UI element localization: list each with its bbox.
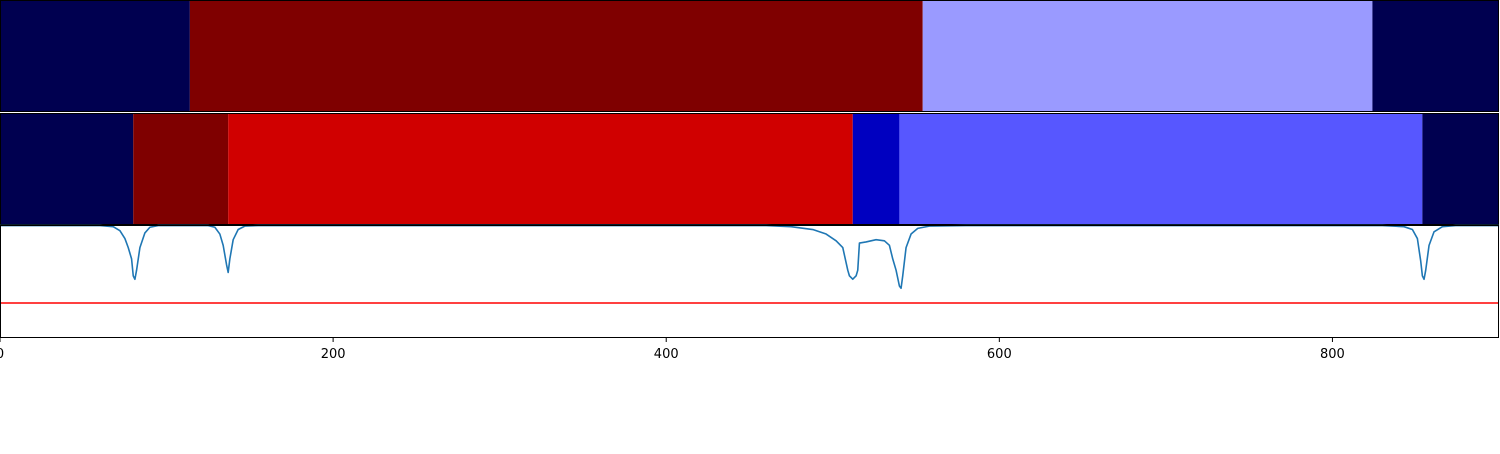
segment-1-1 <box>133 113 229 225</box>
x-tick-label: 600 <box>987 347 1012 362</box>
segment-1-5 <box>1422 113 1499 225</box>
segment-0-0 <box>0 0 190 112</box>
x-tick-label: 200 <box>321 347 346 362</box>
x-axis: 0 200 400 600 800 <box>0 338 1345 362</box>
segment-1-4 <box>899 113 1423 225</box>
segment-0-2 <box>922 0 1373 112</box>
top-segment-panel <box>0 0 1499 112</box>
segment-1-0 <box>0 113 134 225</box>
segment-1-2 <box>228 113 853 225</box>
x-tick-label: 0 <box>0 347 4 362</box>
segment-0-1 <box>189 0 923 112</box>
panel-frame <box>0 113 1499 225</box>
segment-1-3 <box>852 113 900 225</box>
panel-frame <box>0 225 1499 338</box>
middle-segment-panel <box>0 113 1499 225</box>
line-series-0 <box>0 224 1499 290</box>
x-tick-label: 400 <box>654 347 679 362</box>
panel-frame <box>0 0 1499 112</box>
segment-0-3 <box>1372 0 1499 112</box>
x-tick-label: 800 <box>1320 347 1345 362</box>
line-plot-panel <box>0 224 1499 338</box>
